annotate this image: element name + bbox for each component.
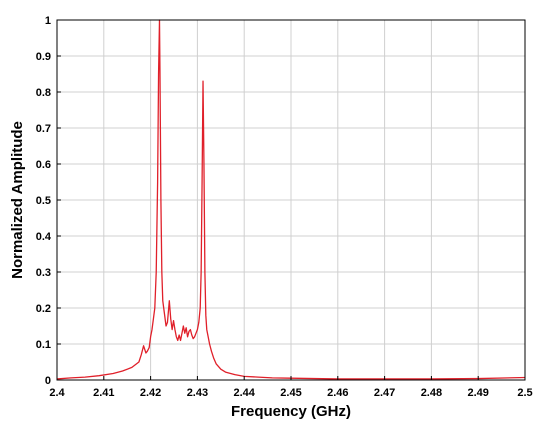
series-line-0 — [56, 19, 526, 380]
x-tick-label: 2.5 — [517, 387, 532, 399]
y-tick-label: 0.5 — [36, 195, 51, 207]
x-tick-label: 2.47 — [374, 387, 395, 399]
x-tick-label: 2.48 — [421, 387, 442, 399]
y-axis-ticks: 0 0.1 0.2 0.3 0.4 0.5 0.6 0.7 0.8 0.9 1 — [36, 15, 61, 387]
x-axis-ticks: 2.4 2.41 2.42 2.43 2.44 2.45 2.46 2.47 2.48 2.49 2… — [49, 376, 533, 399]
x-tick-label: 2.41 — [93, 387, 114, 399]
y-tick-label: 1 — [45, 15, 51, 27]
x-tick-label: 2.49 — [467, 387, 488, 399]
y-tick-label: 0.6 — [36, 159, 51, 171]
x-tick-label: 2.43 — [187, 387, 208, 399]
x-tick-label: 2.42 — [140, 387, 161, 399]
y-tick-label: 0.2 — [36, 303, 51, 315]
y-tick-label: 0.7 — [36, 123, 51, 135]
y-axis-label: Normalized Amplitude — [9, 121, 26, 279]
y-tick-label: 0.3 — [36, 267, 51, 279]
x-tick-label: 2.46 — [327, 387, 348, 399]
x-axis-label: Frequency (GHz) — [231, 403, 351, 420]
x-tick-label: 2.4 — [49, 387, 65, 399]
y-tick-label: 0.1 — [36, 339, 51, 351]
series-layer — [56, 19, 526, 380]
y-tick-label: 0.8 — [36, 87, 51, 99]
y-tick-label: 0.4 — [36, 231, 52, 243]
y-tick-label: 0 — [45, 375, 51, 387]
y-tick-label: 0.9 — [36, 51, 51, 63]
grid — [56, 19, 526, 381]
x-tick-label: 2.44 — [233, 387, 255, 399]
x-tick-label: 2.45 — [280, 387, 301, 399]
